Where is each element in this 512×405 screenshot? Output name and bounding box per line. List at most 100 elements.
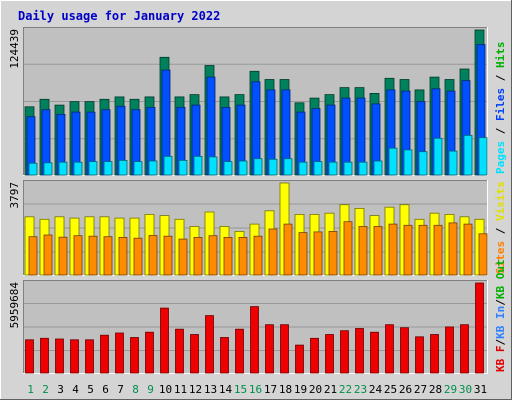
bar-pages-day-11 [178, 159, 188, 176]
bar-kb-f-day-28 [430, 334, 439, 374]
panel-hits-files-pages: 124439 Pages / Files / Hits [8, 27, 507, 176]
legend: KB F/KB In/KB Out [494, 259, 507, 372]
bar-sites-day-30 [463, 223, 473, 276]
chart-panels: 124439 Pages / Files / Hits 3797 Sites / Vi… [8, 27, 507, 374]
bar-pages-day-4 [73, 161, 83, 176]
bar-sites-day-3 [58, 236, 68, 276]
x-tick-label-day-3: 3 [57, 383, 64, 396]
bar-pages-day-25 [388, 147, 398, 176]
bar-pages-day-30 [463, 134, 473, 176]
bar-sites-day-9 [148, 235, 158, 276]
bar-pages-day-27 [418, 151, 428, 176]
bar-sites-day-13 [208, 235, 218, 276]
legend-entry-visits: Visits [494, 181, 507, 221]
x-tick-label-day-14: 14 [219, 383, 233, 396]
bar-sites-day-5 [88, 235, 98, 276]
bar-kb-f-day-12 [190, 334, 199, 374]
bar-sites-day-22 [343, 221, 353, 276]
bar-kb-f-day-25 [385, 324, 394, 374]
bar-sites-day-17 [268, 228, 278, 276]
bar-pages-day-31 [478, 137, 488, 176]
bar-pages-day-29 [448, 150, 458, 176]
bar-kb-f-day-30 [460, 324, 469, 374]
bar-sites-day-7 [118, 236, 128, 276]
legend-separator: / [494, 339, 507, 346]
bar-pages-day-17 [268, 158, 278, 176]
bar-pages-day-21 [328, 161, 338, 176]
x-tick-label-day-7: 7 [117, 383, 124, 396]
bar-pages-day-19 [298, 161, 308, 176]
x-tick-label-day-17: 17 [264, 383, 277, 396]
bar-kb-f-day-23 [355, 328, 364, 374]
bar-sites-day-28 [433, 224, 443, 276]
bar-kb-f-day-6 [100, 334, 109, 374]
bar-pages-day-18 [283, 158, 293, 176]
x-tick-label-day-19: 19 [294, 383, 307, 396]
x-tick-label-day-8: 8 [132, 383, 139, 396]
bar-pages-day-1 [28, 162, 38, 176]
legend-entry-kb-in: KB In [494, 306, 507, 339]
bar-pages-day-26 [403, 149, 413, 176]
bar-kb-f-day-10 [160, 307, 169, 374]
bar-pages-day-23 [358, 161, 368, 176]
x-tick-label-day-20: 20 [309, 383, 322, 396]
x-tick-label-day-11: 11 [174, 383, 187, 396]
x-tick-label-day-28: 28 [429, 383, 442, 396]
legend-entry-hits: Hits [494, 42, 507, 69]
bar-sites-day-1 [28, 236, 38, 276]
bar-kb-f-day-2 [40, 337, 49, 374]
legend-separator: / [494, 299, 507, 306]
bar-kb-f-day-5 [85, 339, 94, 374]
y-max-label: 5959684 [8, 282, 21, 329]
bar-pages-day-3 [58, 161, 68, 176]
bar-sites-day-29 [448, 222, 458, 276]
x-tick-label-day-25: 25 [384, 383, 397, 396]
x-tick-label-day-15: 15 [234, 383, 247, 396]
x-tick-label-day-18: 18 [279, 383, 292, 396]
bar-kb-f-day-8 [130, 337, 139, 374]
chart-title: Daily usage for January 2022 [18, 9, 220, 23]
bar-sites-day-26 [403, 224, 413, 276]
bar-sites-day-4 [73, 235, 83, 276]
bar-pages-day-22 [343, 161, 353, 176]
bar-kb-f-day-14 [220, 337, 229, 374]
x-tick-label-day-26: 26 [399, 383, 412, 396]
bar-sites-day-11 [178, 238, 188, 276]
bar-sites-day-16 [253, 235, 263, 276]
x-tick-label-day-9: 9 [147, 383, 154, 396]
x-tick-label-day-2: 2 [42, 383, 49, 396]
x-tick-label-day-21: 21 [324, 383, 337, 396]
x-tick-label-day-22: 22 [339, 383, 352, 396]
bar-pages-day-12 [193, 155, 203, 176]
x-tick-label-day-12: 12 [189, 383, 202, 396]
x-axis-labels: 1 2 3 4 5 6 7 8 9 10 11 12 13 14 15 16 17 18 19 20 21 22 23 24 2… [27, 383, 487, 396]
bar-pages-day-14 [223, 161, 233, 176]
legend: Pages / Files / Hits [494, 42, 507, 175]
bar-sites-day-2 [43, 234, 53, 276]
x-tick-label-day-24: 24 [369, 383, 383, 396]
bar-kb-f-day-17 [265, 324, 274, 374]
x-tick-label-day-5: 5 [87, 383, 94, 396]
x-tick-label-day-1: 1 [27, 383, 34, 396]
x-tick-label-day-30: 30 [459, 383, 472, 396]
bar-pages-day-15 [238, 160, 248, 176]
bar-pages-day-16 [253, 158, 263, 176]
bar-sites-day-20 [313, 231, 323, 276]
bar-kb-f-day-16 [250, 306, 259, 374]
y-max-label: 3797 [8, 182, 21, 209]
bar-kb-f-day-15 [235, 328, 244, 374]
y-max-label: 124439 [8, 29, 21, 69]
bar-pages-day-13 [208, 156, 218, 176]
legend-entry-kb-f: KB F [494, 346, 507, 373]
bar-kb-f-day-3 [55, 338, 64, 374]
bar-sites-day-27 [418, 224, 428, 276]
bar-kb-f-day-4 [70, 339, 79, 374]
x-tick-label-day-6: 6 [102, 383, 109, 396]
x-tick-label-day-10: 10 [159, 383, 172, 396]
bar-pages-day-6 [103, 161, 113, 176]
bar-sites-day-25 [388, 223, 398, 276]
bar-sites-day-10 [163, 235, 173, 276]
bar-pages-day-9 [148, 160, 158, 176]
